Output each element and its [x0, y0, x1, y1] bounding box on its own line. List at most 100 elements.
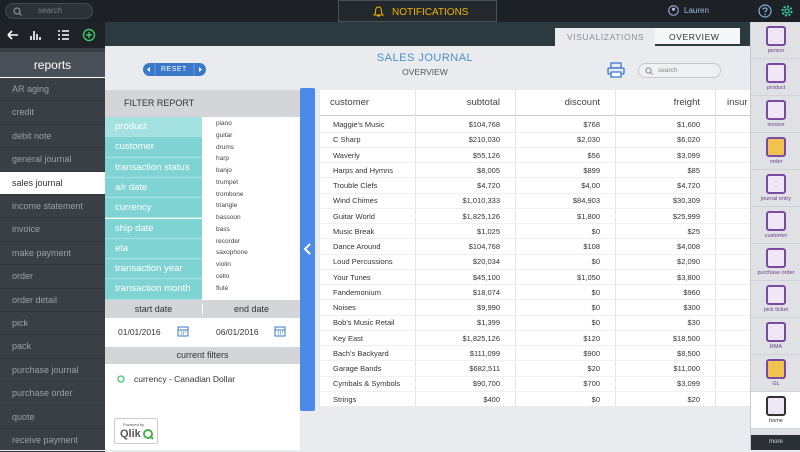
filter-value[interactable]: drums	[216, 143, 235, 151]
search-box[interactable]: search	[5, 3, 93, 19]
calendar-icon[interactable]	[177, 325, 189, 337]
qlik-logo	[143, 429, 154, 440]
nav-icon	[766, 211, 786, 231]
menu-item[interactable]: pick	[0, 312, 105, 336]
menu-item[interactable]: order	[0, 265, 105, 289]
top-bar: search NOTIFICATIONS Lauren	[0, 0, 800, 22]
menu-item[interactable]: sales journal	[0, 171, 105, 195]
column-header[interactable]: customer	[330, 97, 370, 108]
nav-label[interactable]: person	[767, 48, 785, 54]
nav-label[interactable]: purchase order	[757, 270, 795, 276]
notifications-button[interactable]: NOTIFICATIONS	[338, 0, 497, 22]
filter-field[interactable]: ship date	[105, 218, 202, 239]
filter-value[interactable]: cello	[216, 272, 230, 280]
menu-item[interactable]: purchase journal	[0, 359, 105, 383]
nav-label[interactable]: customer	[764, 233, 788, 239]
search-icon	[645, 67, 653, 75]
end-date-label: end date	[202, 304, 300, 314]
menu-item[interactable]: order detail	[0, 289, 105, 312]
filter-field[interactable]: currency	[105, 198, 202, 219]
table-cell: $90,700	[472, 379, 500, 389]
filter-value[interactable]: bass	[216, 225, 230, 233]
start-date-label: start date	[134, 304, 173, 314]
tab-active[interactable]: OVERVIEW	[655, 28, 740, 46]
user-name[interactable]: Lauren	[684, 6, 709, 15]
filter-value[interactable]: trumpet	[216, 178, 239, 186]
filter-value[interactable]: violin	[216, 261, 231, 268]
menu-item[interactable]: income statement	[0, 195, 105, 219]
filter-field[interactable]: transaction year	[105, 259, 202, 280]
menu-item[interactable]: purchase order	[0, 382, 105, 406]
collapse-bar[interactable]	[300, 88, 315, 411]
menu-item[interactable]: pack	[0, 335, 105, 359]
menu-item[interactable]: make payment	[0, 242, 105, 266]
table-cell: $85	[687, 165, 700, 175]
menu-item[interactable]: quote	[0, 406, 105, 429]
filter-value[interactable]: harp	[216, 155, 230, 163]
menu-item[interactable]: debit note	[0, 125, 105, 149]
column-header[interactable]: discount	[564, 97, 600, 108]
menu-item[interactable]: receive payment	[0, 429, 105, 452]
nav-label[interactable]: more	[769, 439, 783, 445]
table-cell: $8,500	[677, 348, 700, 358]
filter-value[interactable]: triangle	[216, 202, 238, 210]
nav-item[interactable]	[751, 22, 800, 59]
menu-item[interactable]: AR aging	[0, 78, 105, 102]
filter-value[interactable]: trombone	[216, 190, 244, 198]
filter-value[interactable]: recorder	[216, 237, 241, 245]
nav-label[interactable]: home	[769, 418, 783, 424]
nav-icon	[766, 137, 786, 157]
nav-item[interactable]	[751, 59, 800, 96]
menu-item[interactable]: general journal	[0, 148, 105, 172]
end-date[interactable]: 06/01/2016	[216, 327, 259, 337]
nav-item[interactable]	[751, 355, 800, 392]
menu-item[interactable]: credit	[0, 101, 105, 125]
table-cell: Garage Bands	[333, 364, 382, 373]
start-date[interactable]: 01/01/2016	[118, 327, 161, 337]
filter-field[interactable]: eta	[105, 238, 202, 260]
filter-field[interactable]: a/r date	[105, 177, 202, 199]
filter-field[interactable]: transaction month	[105, 279, 202, 300]
nav-label[interactable]: journal entry	[760, 196, 792, 202]
tab[interactable]: VISUALIZATIONS	[567, 32, 645, 42]
nav-item[interactable]	[751, 96, 800, 133]
column-header[interactable]: insur	[727, 97, 748, 108]
settings-icon[interactable]	[780, 4, 794, 18]
table-cell: $120	[583, 333, 600, 343]
nav-item[interactable]	[751, 133, 800, 170]
reset-button[interactable]: RESET	[143, 63, 206, 76]
filter-field[interactable]: transaction status	[105, 157, 202, 178]
filter-value[interactable]: bassoon	[216, 214, 241, 221]
table-cell: $3,099	[677, 379, 700, 389]
filter-value[interactable]: banjo	[216, 167, 232, 174]
nav-label[interactable]: RMA	[769, 344, 783, 350]
nav-item[interactable]	[751, 244, 800, 281]
menu-item[interactable]: invoice	[0, 218, 105, 242]
nav-label[interactable]: product	[766, 85, 786, 91]
nav-item[interactable]	[751, 170, 800, 207]
column-header[interactable]: subtotal	[466, 97, 500, 108]
table-cell: $1,825,126	[462, 333, 500, 343]
filter-value[interactable]: saxophone	[216, 249, 248, 257]
table-cell: $20	[587, 364, 600, 373]
nav-label[interactable]: pick ticket	[763, 307, 789, 313]
print-icon[interactable]	[607, 62, 625, 78]
table-search[interactable]: search	[638, 63, 721, 78]
nav-item[interactable]	[751, 207, 800, 244]
help-icon[interactable]	[758, 4, 772, 18]
nav-label[interactable]: invoice	[767, 122, 785, 128]
filter-value[interactable]: guitar	[216, 131, 233, 139]
filter-value[interactable]: piano	[216, 120, 232, 127]
calendar-icon[interactable]	[274, 325, 286, 337]
nav-label[interactable]: GL	[772, 381, 780, 387]
table-cell: $111,099	[469, 348, 500, 358]
nav-item[interactable]	[751, 281, 800, 318]
table-cell: C Sharp	[333, 135, 361, 145]
filter-value[interactable]: flute	[216, 284, 229, 292]
current-filter[interactable]: currency - Canadian Dollar	[134, 374, 236, 384]
column-header[interactable]: freight	[673, 97, 700, 108]
nav-item[interactable]	[751, 318, 800, 355]
nav-label[interactable]: order	[769, 159, 783, 165]
filter-field[interactable]: customer	[105, 137, 202, 158]
filter-field[interactable]: product	[105, 117, 202, 138]
